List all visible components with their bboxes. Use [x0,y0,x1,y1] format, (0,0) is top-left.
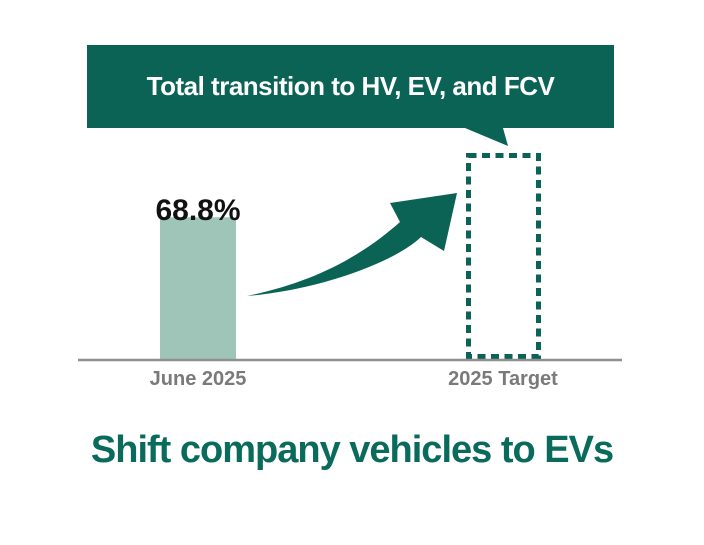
value-label: 68.8% [155,194,241,227]
category-label-june-2025: June 2025 [149,368,247,390]
callout-pointer-icon [465,128,508,146]
target-bar-outline [466,153,541,359]
category-label-2025-target: 2025 Target [448,368,558,390]
growth-arrow-icon [247,193,457,296]
callout-label: Total transition to HV, EV, and FCV [146,71,555,101]
page-title: Shift company vehicles to EVs [90,429,614,471]
actual-bar [160,217,236,359]
callout-banner: Total transition to HV, EV, and FCV [87,45,614,128]
